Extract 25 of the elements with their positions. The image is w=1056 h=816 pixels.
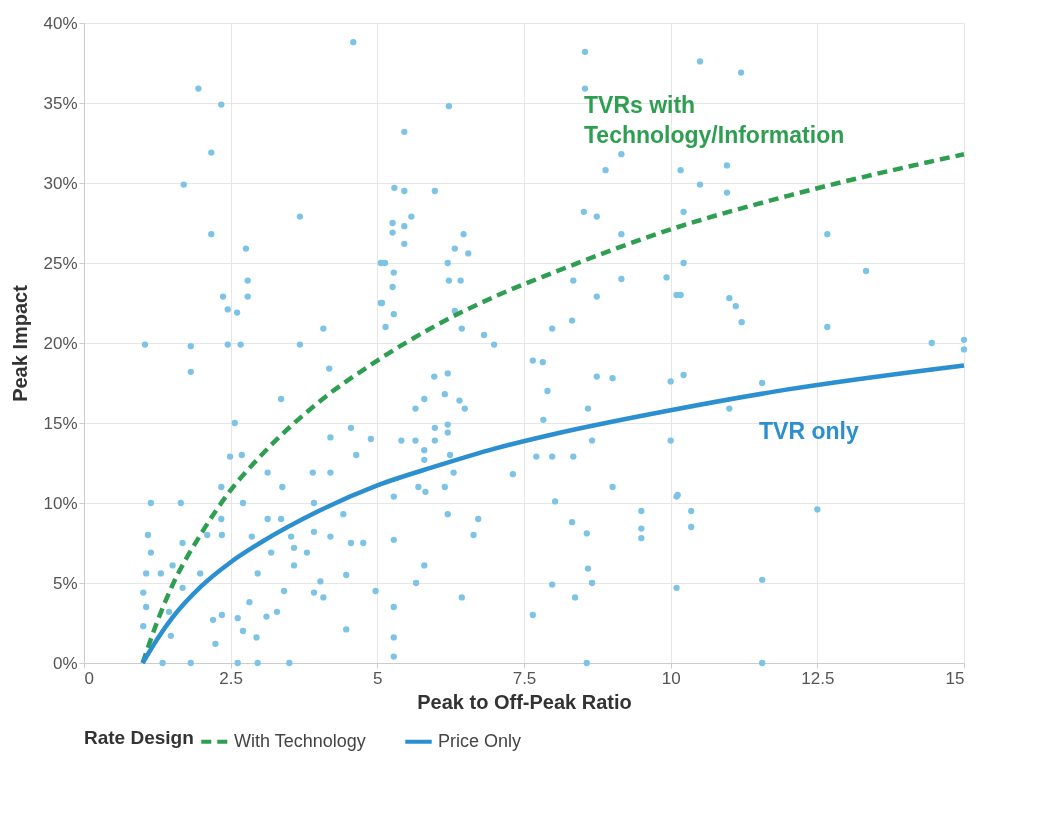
line-series [140,363,967,666]
x-tick-label: 12.5 [801,668,835,688]
x-tick-label: 2.5 [219,668,243,688]
y-tick-label: 35% [43,93,78,113]
y-tick-label: 10% [43,493,78,513]
y-tick-label: 0% [52,653,78,673]
y-tick-label: 15% [43,413,78,433]
x-tick-label: 5 [373,668,383,688]
x-tick-label: 7.5 [512,668,537,688]
annotation: TVRs with Technology/Information [584,92,845,148]
legend-label: With Technology [234,730,366,751]
y-tick-label: 40% [43,13,78,33]
y-tick-label: 30% [43,173,78,193]
y-axis-title: Peak Impact [9,284,32,402]
y-tick-label: 20% [43,333,78,353]
legend-label: Price Only [438,730,522,751]
y-tick-label: 25% [43,253,78,273]
legend-title: Rate Design [84,727,194,748]
line-series [140,151,967,666]
x-tick-label: 15 [945,668,965,688]
annotation: TVR only [759,418,859,444]
y-tick-label: 5% [52,573,78,593]
x-tick-label: 10 [661,668,681,688]
x-axis-title: Peak to Off-Peak Ratio [417,690,632,713]
x-tick-label: 0 [84,668,94,688]
